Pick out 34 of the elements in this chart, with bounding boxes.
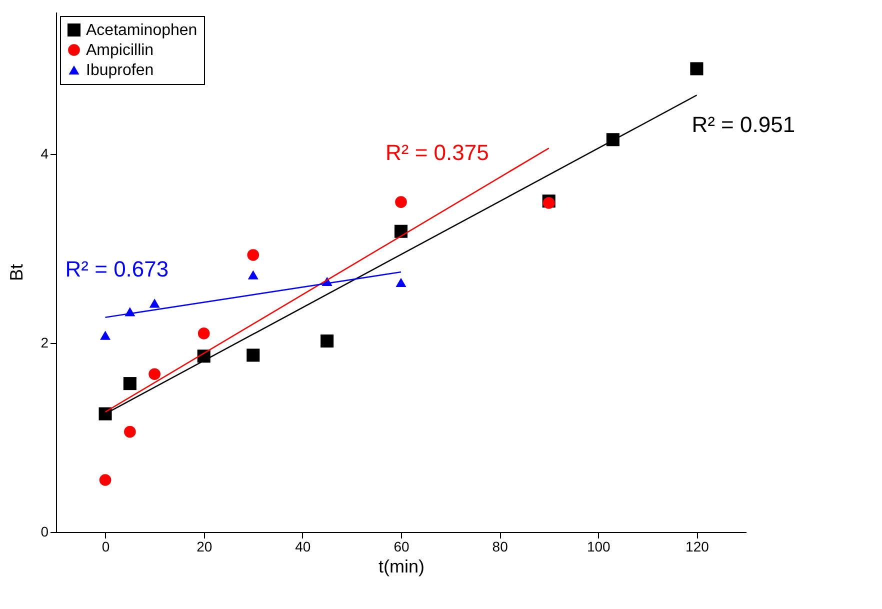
point: [542, 197, 555, 209]
x-tick-label: 0: [102, 538, 110, 554]
point: [247, 249, 260, 261]
point: [124, 426, 136, 438]
point: [148, 368, 160, 380]
y-tick-label: 4: [40, 145, 49, 162]
annotation: R² = 0.375: [386, 140, 489, 166]
legend-label: Ampicillin: [86, 42, 154, 59]
point: [396, 278, 406, 287]
x-tick-label: 60: [394, 538, 410, 554]
point: [395, 196, 407, 208]
point: [149, 298, 160, 308]
x-tick-label: 120: [686, 538, 710, 554]
annotation: R² = 0.673: [65, 256, 169, 282]
point: [320, 334, 334, 348]
x-tick-label: 100: [586, 538, 611, 554]
point: [123, 377, 136, 390]
point: [394, 224, 408, 238]
point: [99, 474, 112, 486]
legend-label: Acetaminophen: [86, 22, 198, 39]
point: [198, 328, 210, 340]
point: [690, 62, 704, 76]
point: [246, 348, 260, 362]
x-tick-label: 20: [196, 538, 212, 554]
annotation: R² = 0.951: [692, 112, 796, 138]
legend-label: Ibuprofen: [86, 62, 154, 79]
y-tick-label: 2: [40, 334, 49, 350]
x-axis-title: t(min): [378, 556, 424, 576]
point: [248, 270, 258, 280]
point: [100, 330, 111, 340]
x-tick-label: 80: [492, 538, 508, 554]
y-axis-title: Bt: [6, 264, 27, 282]
x-tick-label: 40: [295, 538, 311, 554]
y-tick-label: 0: [40, 524, 49, 540]
